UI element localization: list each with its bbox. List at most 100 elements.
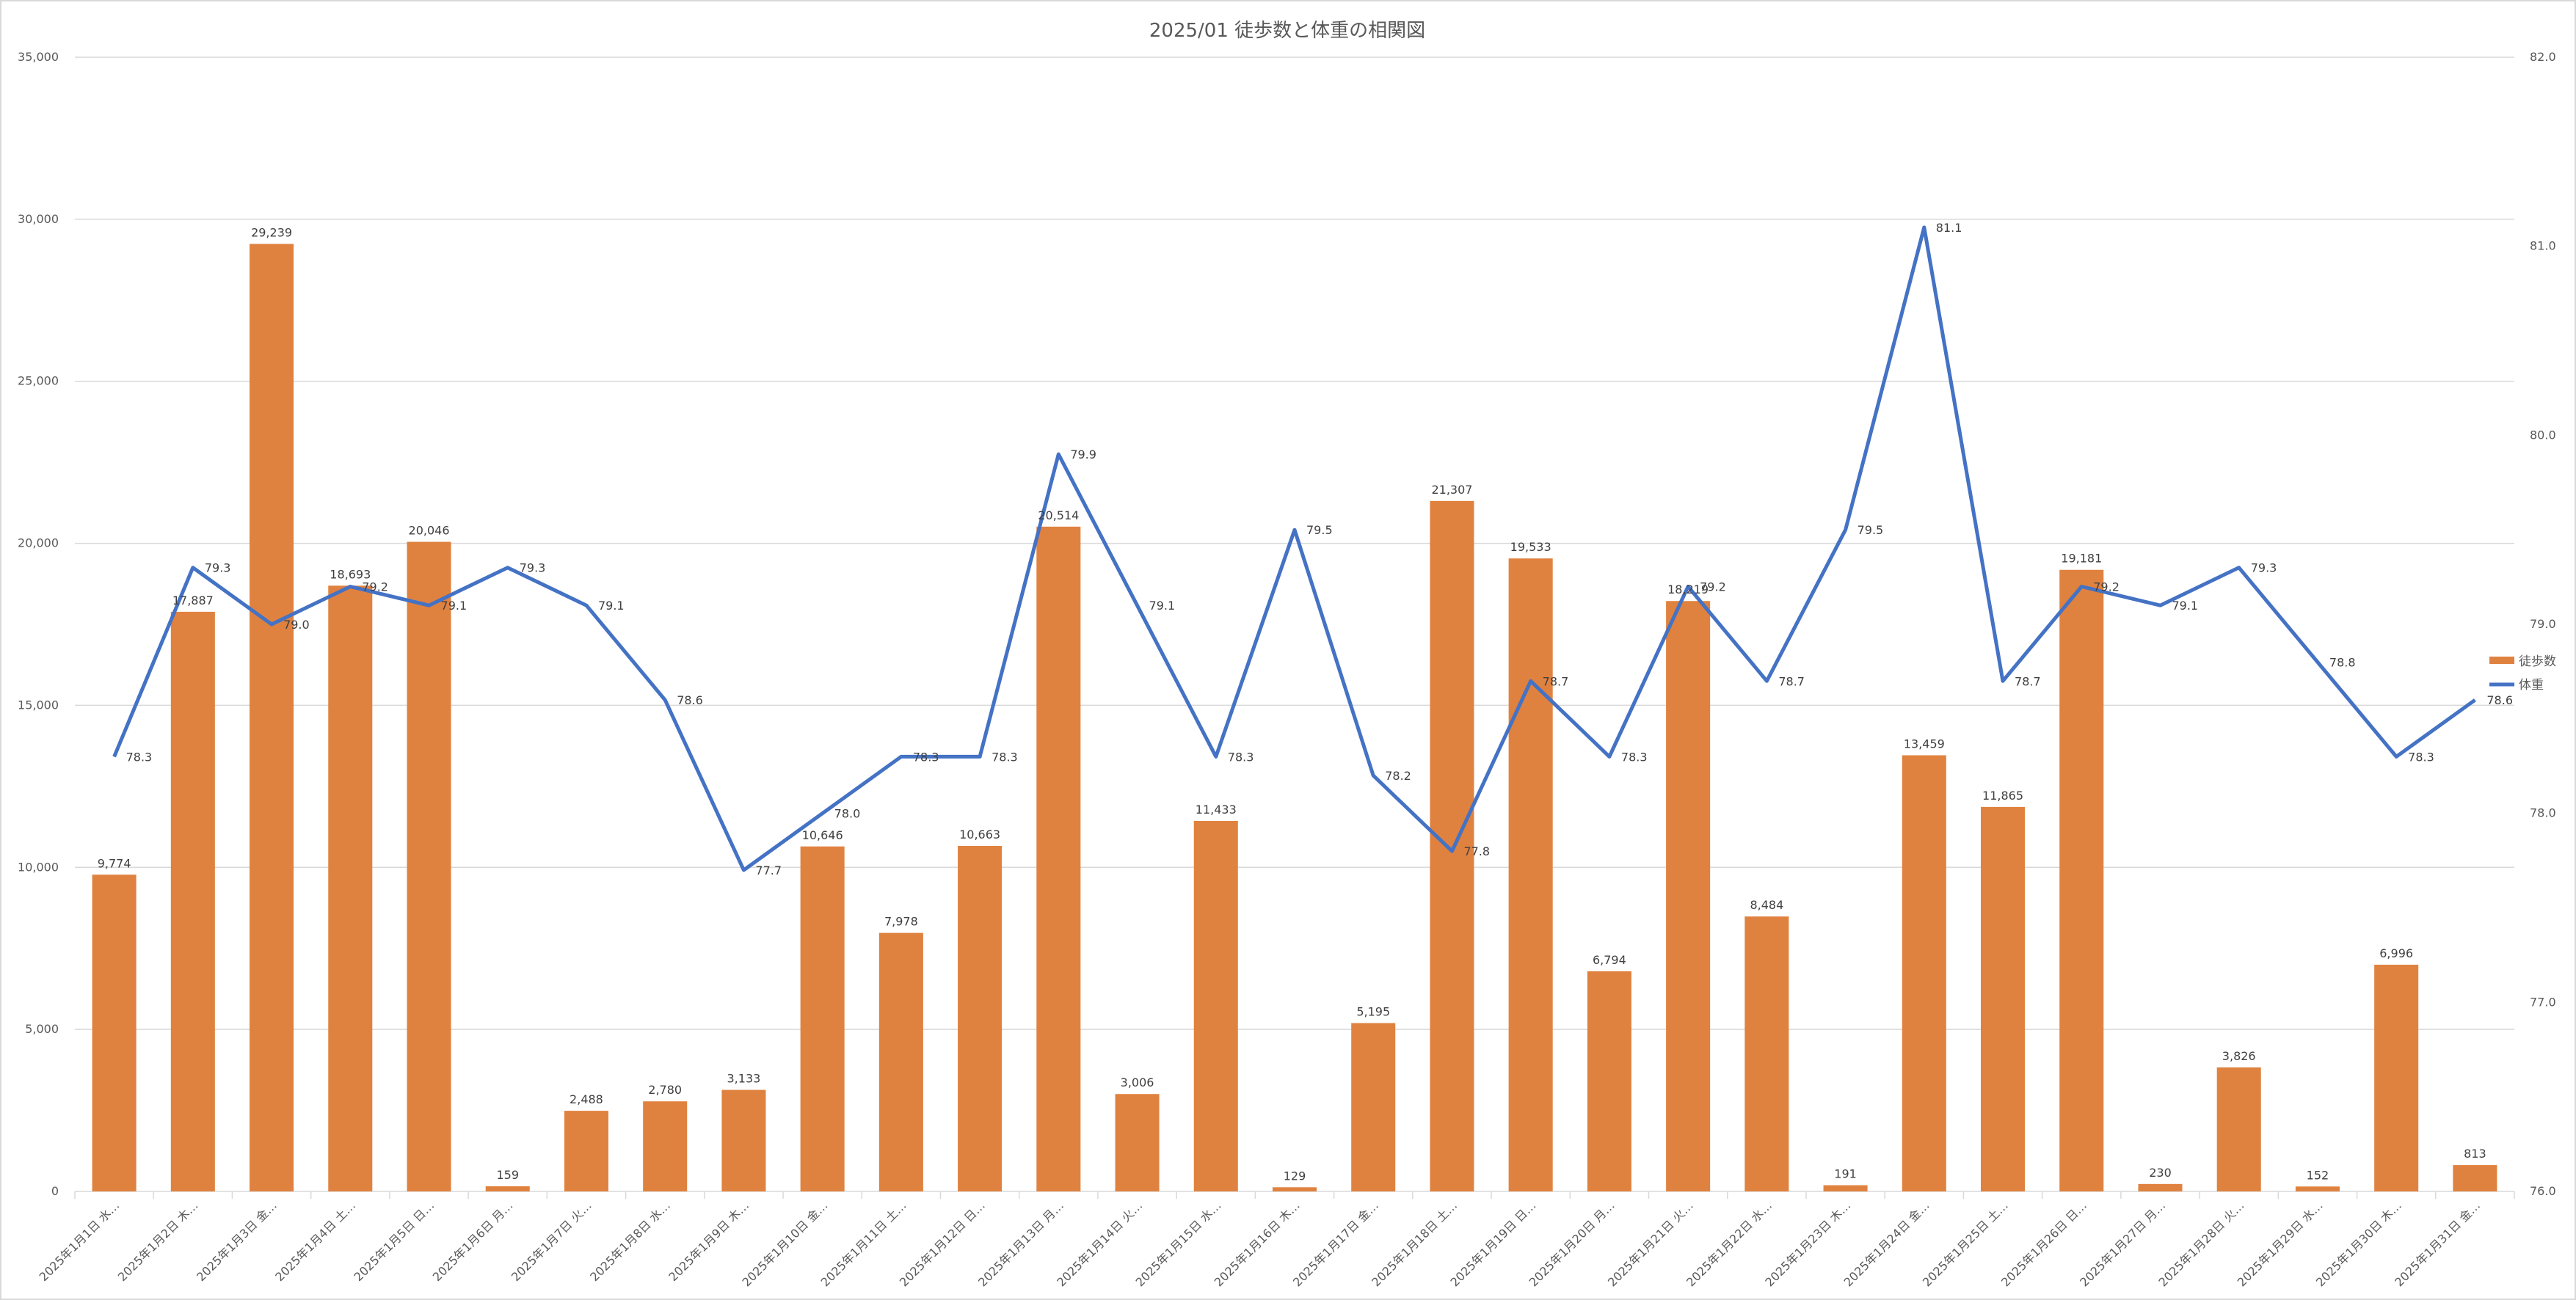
steps-bar — [1902, 755, 1946, 1191]
steps-bar — [1744, 916, 1789, 1191]
weight-data-label: 79.3 — [2251, 561, 2277, 575]
x-axis-category-label: 2025年1月17日 金… — [1290, 1198, 1381, 1289]
weight-data-label: 79.5 — [1306, 523, 1333, 537]
legend-label-steps: 徒歩数 — [2519, 654, 2556, 669]
x-axis-category-label: 2025年1月23日 木… — [1762, 1198, 1853, 1289]
steps-data-label: 19,181 — [2061, 552, 2102, 566]
steps-data-label: 129 — [1284, 1169, 1306, 1183]
steps-data-label: 20,046 — [409, 524, 450, 538]
steps-bar — [1587, 971, 1631, 1191]
steps-bar — [1508, 558, 1553, 1191]
steps-bar — [407, 541, 451, 1191]
steps-data-label: 7,978 — [884, 915, 918, 929]
x-axis-category-label: 2025年1月19日 日… — [1448, 1198, 1539, 1289]
left-axis-ticks: 0 5,000 10,000 15,000 20,000 25,000 30,000 35,0… — [18, 50, 59, 1198]
steps-data-label: 2,780 — [648, 1083, 682, 1097]
x-axis-category-label: 2025年1月31日 金… — [2392, 1198, 2483, 1289]
steps-bar — [2453, 1165, 2497, 1191]
steps-data-label: 17,887 — [172, 594, 214, 607]
legend-swatch-steps — [2489, 657, 2514, 664]
steps-bar — [1036, 526, 1081, 1191]
steps-data-label: 152 — [2307, 1168, 2329, 1182]
steps-bar — [1193, 820, 1238, 1191]
weight-data-label: 78.7 — [2015, 674, 2041, 688]
x-axis-category-label: 2025年1月8日 水… — [587, 1198, 673, 1284]
steps-data-label: 10,646 — [802, 828, 843, 842]
steps-bar — [958, 846, 1003, 1191]
weight-data-label: 78.7 — [1543, 674, 1569, 688]
right-axis-tick-label: 79.0 — [2530, 617, 2556, 631]
weight-data-label: 78.2 — [1385, 769, 1411, 783]
left-axis-tick-label: 5,000 — [25, 1022, 59, 1036]
weight-data-label: 79.5 — [1858, 523, 1884, 537]
data-labels: 9,774 17,887 29,239 18,693 20,046 159 2,488 2,7… — [98, 221, 2513, 1183]
steps-data-label: 13,459 — [1904, 737, 1945, 751]
x-axis-category-label: 2025年1月9日 木… — [666, 1198, 752, 1284]
steps-bar — [1115, 1094, 1160, 1191]
weight-data-label: 79.1 — [441, 599, 467, 613]
x-axis-category-label: 2025年1月6日 月… — [430, 1198, 516, 1284]
x-axis-category-label: 2025年1月11日 土… — [818, 1198, 909, 1289]
steps-data-label: 5,195 — [1356, 1005, 1390, 1019]
steps-bar — [800, 846, 845, 1191]
weight-data-label: 78.8 — [2329, 656, 2356, 670]
x-axis-category-label: 2025年1月15日 水… — [1133, 1198, 1224, 1289]
steps-bar — [2138, 1183, 2183, 1191]
left-axis-tick-label: 25,000 — [18, 374, 59, 388]
steps-bar — [2295, 1186, 2340, 1191]
steps-bar — [1351, 1023, 1396, 1191]
legend: 徒歩数 体重 — [2489, 654, 2556, 693]
x-axis-category-label: 2025年1月3日 金… — [194, 1198, 280, 1284]
weight-data-label: 81.1 — [1936, 221, 1962, 235]
right-axis-tick-label: 80.0 — [2530, 428, 2556, 442]
x-axis-category-label: 2025年1月5日 日… — [352, 1198, 437, 1284]
weight-data-label: 78.3 — [1228, 750, 1254, 764]
right-axis-tick-label: 76.0 — [2530, 1184, 2556, 1198]
steps-bar — [1823, 1185, 1868, 1191]
x-axis-category-label: 2025年1月13日 月… — [975, 1198, 1066, 1289]
steps-data-label: 6,996 — [2379, 946, 2413, 960]
steps-data-label: 3,006 — [1121, 1076, 1154, 1089]
weight-data-label: 79.3 — [205, 561, 231, 575]
weight-line-path — [112, 225, 2476, 872]
weight-data-label: 79.1 — [1149, 599, 1176, 613]
steps-data-label: 10,663 — [959, 828, 1000, 841]
steps-data-label: 29,239 — [251, 225, 292, 239]
x-axis-category-label: 2025年1月21日 火… — [1605, 1198, 1696, 1289]
steps-bar — [250, 244, 294, 1192]
weight-data-label: 79.1 — [2172, 599, 2198, 613]
steps-bar — [170, 611, 215, 1191]
weight-data-label: 79.1 — [598, 599, 625, 613]
steps-bar — [2216, 1067, 2261, 1191]
steps-bar — [92, 874, 137, 1191]
x-axis-ticks: 2025年1月1日 水…2025年1月2日 木…2025年1月3日 金…2025… — [37, 1198, 2484, 1289]
left-axis-tick-label: 10,000 — [18, 860, 59, 874]
x-axis-category-label: 2025年1月30日 木… — [2313, 1198, 2404, 1289]
steps-bar — [721, 1089, 766, 1191]
steps-data-label: 11,865 — [1982, 789, 2023, 803]
weight-data-label: 79.2 — [1700, 580, 1726, 594]
steps-bar — [485, 1186, 530, 1191]
steps-bar — [1430, 500, 1474, 1191]
x-axis-category-label: 2025年1月16日 木… — [1212, 1198, 1303, 1289]
steps-bar — [2374, 964, 2419, 1191]
steps-bar — [328, 585, 373, 1191]
x-axis-category-label: 2025年1月2日 木… — [115, 1198, 201, 1284]
x-axis-category-label: 2025年1月10日 金… — [739, 1198, 830, 1289]
steps-data-label: 2,488 — [570, 1092, 603, 1106]
steps-data-label: 3,826 — [2222, 1049, 2256, 1063]
weight-data-label: 79.2 — [362, 580, 388, 594]
steps-bar — [1666, 601, 1711, 1191]
steps-bar — [878, 932, 923, 1191]
x-axis-category-label: 2025年1月20日 月… — [1527, 1198, 1618, 1289]
weight-data-label: 77.8 — [1463, 844, 1490, 858]
steps-bar — [2059, 569, 2104, 1191]
weight-data-label: 78.7 — [1778, 674, 1805, 688]
right-axis-tick-label: 77.0 — [2530, 995, 2556, 1009]
right-axis-ticks: 76.0 77.0 78.0 79.0 80.0 81.0 82.0 — [2530, 50, 2556, 1198]
steps-data-label: 20,514 — [1038, 508, 1079, 522]
steps-data-label: 230 — [2149, 1166, 2172, 1180]
steps-data-label: 159 — [496, 1168, 519, 1182]
right-axis-tick-label: 82.0 — [2530, 50, 2556, 64]
